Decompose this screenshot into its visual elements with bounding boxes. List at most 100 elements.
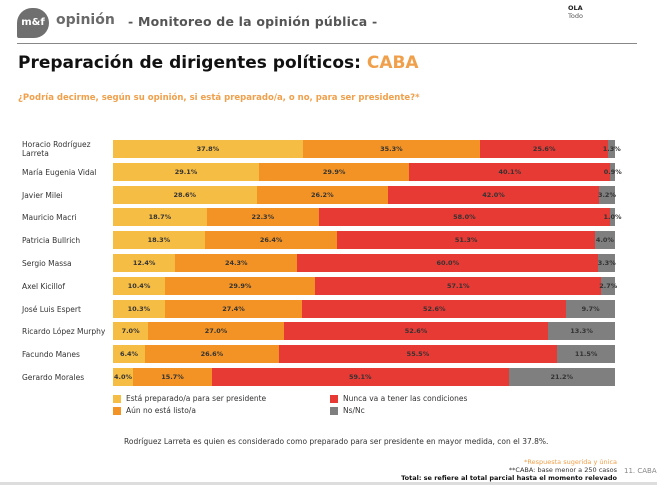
legend-label: Aún no está listo/a [126, 406, 196, 415]
bar-segment-preparado: 4.0% [113, 368, 134, 386]
ola-label: OLA [568, 4, 583, 12]
ola-value: Todo [568, 12, 583, 20]
candidate-label-line: Javier Milei [22, 190, 63, 200]
candidate-label-line: Facundo Manes [22, 350, 80, 360]
bar-segment-preparado: 7.0% [113, 322, 149, 341]
bar-segment-nunca: 59.1% [211, 368, 509, 386]
bar-segment-no_listo: 15.7% [133, 368, 212, 386]
legend-label: Ns/Nc [343, 406, 365, 415]
candidate-label-line: Patricia Bullrich [22, 236, 81, 246]
bar-segment-no_listo: 29.9% [259, 162, 410, 181]
candidate-label: María Eugenia Vidal [22, 168, 117, 177]
bar-value-label: 57.1% [446, 281, 470, 290]
bar-value-label: 11.5% [574, 350, 598, 359]
footnote-total: Total: se refiere al total parcial hasta… [401, 474, 617, 482]
bar-segment-no_listo: 26.4% [204, 231, 338, 250]
bar-segment-no_listo: 26.2% [256, 185, 389, 204]
bar-segment-nsnc: 13.3% [548, 322, 615, 341]
bar-value-label: 1.0% [603, 213, 622, 222]
bar-value-label: 52.6% [422, 304, 446, 313]
legend-swatch [330, 406, 338, 415]
bar-segment-no_listo: 22.3% [206, 208, 319, 227]
bar-value-label: 18.7% [148, 213, 172, 222]
bar-value-label: 4.0% [114, 373, 133, 381]
bar-value-label: 12.4% [132, 259, 156, 267]
bar-segment-preparado: 18.3% [113, 231, 205, 250]
bar-value-label: 29.9% [228, 281, 252, 290]
candidate-label: Facundo Manes [22, 350, 117, 359]
bar-segment-nunca: 52.6% [302, 299, 567, 318]
bar-value-label: 1.3% [602, 145, 621, 153]
candidate-label-line: Horacio Rodríguez [22, 140, 91, 149]
brand-name: opinión [56, 12, 115, 28]
footer-divider [0, 482, 657, 485]
bar-segment-nunca: 57.1% [315, 276, 602, 295]
bar-value-label: 26.2% [311, 190, 334, 199]
bar-segment-no_listo: 29.9% [165, 276, 316, 295]
bar-value-label: 40.1% [498, 167, 522, 176]
page-number: 11. CABA [624, 467, 657, 475]
candidate-label-line: Mauricio Macri [22, 213, 77, 223]
candidate-label-line: Gerardo Morales [22, 373, 85, 382]
bar-segment-nsnc: 3.3% [598, 254, 616, 272]
bar-segment-nunca: 52.6% [283, 322, 549, 341]
bar-value-label: 15.7% [161, 373, 184, 381]
bar-value-label: 58.0% [453, 213, 476, 222]
bar-value-label: 21.2% [550, 373, 574, 381]
bar-value-label: 18.3% [147, 236, 171, 245]
bar-segment-nunca: 55.5% [278, 345, 558, 364]
bar-value-label: 60.0% [436, 259, 460, 267]
bar-value-label: 26.4% [259, 236, 283, 245]
bar-value-label: 2.7% [599, 281, 618, 290]
bar-segment-nsnc: 9.7% [566, 299, 615, 318]
bar-segment-nunca: 58.0% [318, 208, 610, 227]
bar-segment-nsnc: 3.2% [597, 185, 616, 204]
candidate-label-line: María Eugenia Vidal [22, 167, 97, 177]
bar-segment-nunca: 60.0% [297, 254, 599, 272]
bar-value-label: 6.4% [120, 350, 139, 359]
candidate-label: Sergio Massa [22, 259, 117, 268]
candidate-label: Patricia Bullrich [22, 236, 117, 245]
candidate-label: José Luis Espert [22, 305, 117, 314]
bar-value-label: 37.8% [196, 145, 220, 153]
bar-segment-preparado: 37.8% [113, 140, 303, 158]
bar-value-label: 3.2% [597, 190, 616, 199]
bar-value-label: 25.6% [532, 145, 556, 153]
bar-value-label: 29.1% [174, 167, 198, 176]
bar-segment-preparado: 10.3% [113, 299, 165, 318]
footnote-response-type: *Respuesta sugerida y única [524, 458, 617, 466]
header-divider [17, 43, 637, 44]
candidate-label-line: Ricardo López Murphy [22, 327, 106, 337]
bar-value-label: 7.0% [121, 327, 140, 336]
bar-value-label: 22.3% [251, 213, 275, 222]
bar-segment-no_listo: 26.6% [145, 345, 279, 364]
legend-item-no_listo: Aún no está listo/a [113, 406, 196, 415]
bar-segment-nsnc: 1.3% [603, 140, 621, 158]
bar-value-label: 29.9% [322, 167, 346, 176]
bar-segment-nsnc: 1.0% [603, 208, 622, 227]
page-title: Preparación de dirigentes políticos: CAB… [18, 53, 419, 73]
bar-value-label: 35.3% [380, 145, 403, 153]
bar-segment-nsnc: 21.2% [508, 368, 615, 386]
candidate-label: Horacio Rodríguez Larreta [22, 140, 117, 158]
bar-value-label: 27.4% [222, 304, 245, 313]
footnote-base: **CABA: base menor a 250 casos [508, 466, 617, 474]
bar-value-label: 27.0% [204, 327, 228, 336]
bar-value-label: 10.4% [127, 281, 151, 290]
bar-value-label: 52.6% [404, 327, 428, 336]
candidate-label: Axel Kicillof [22, 282, 117, 291]
bar-value-label: 0.9% [603, 167, 622, 176]
bar-segment-preparado: 29.1% [113, 162, 260, 181]
bar-segment-no_listo: 27.0% [148, 322, 284, 341]
candidate-label: Gerardo Morales [22, 373, 117, 382]
bar-segment-nunca: 51.3% [337, 231, 595, 250]
bar-segment-nsnc: 11.5% [557, 345, 615, 364]
bar-segment-no_listo: 35.3% [302, 140, 480, 158]
bar-value-label: 9.7% [581, 304, 600, 313]
candidate-label: Mauricio Macri [22, 213, 117, 222]
legend-swatch [113, 394, 121, 403]
candidate-label-line: José Luis Espert [22, 304, 81, 314]
summary-note: Rodríguez Larreta es quien es considerad… [124, 437, 549, 446]
bar-value-label: 13.3% [570, 327, 593, 336]
bar-segment-nunca: 42.0% [388, 185, 599, 204]
